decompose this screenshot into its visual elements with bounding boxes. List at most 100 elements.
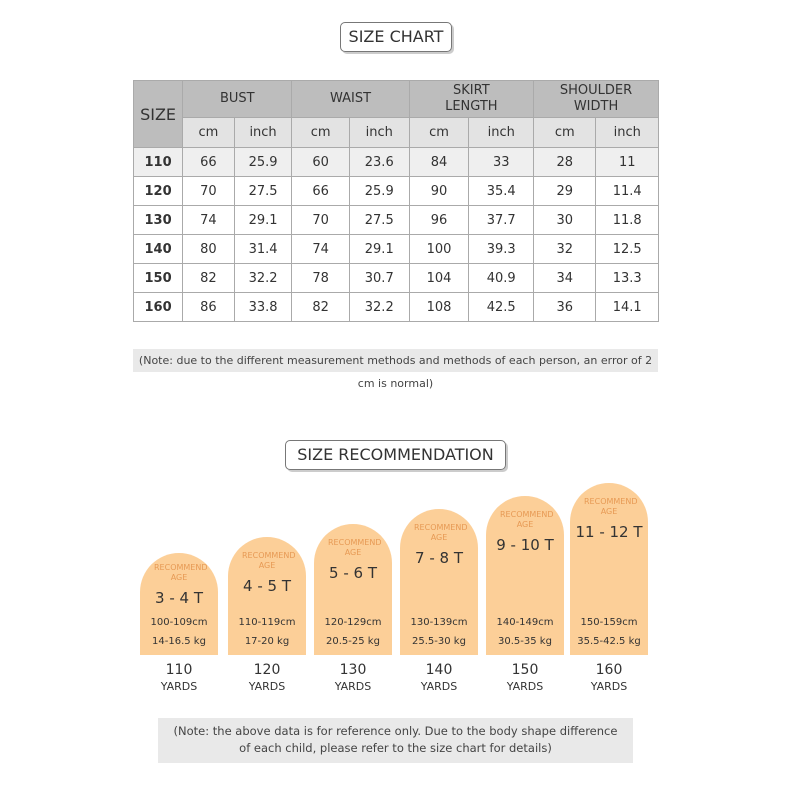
value-cell: 82 (182, 263, 235, 293)
data-row: 150 82 32.2 78 30.7 104 40.9 34 13.3 (132, 263, 659, 293)
weight-range: 30.5-35 kg (498, 636, 552, 647)
height-range: 150-159cm (580, 617, 638, 628)
data-row: 120 70 27.5 66 25.9 90 35.4 29 11.4 (132, 176, 659, 206)
recommendation-title: SIZE RECOMMENDATION (285, 440, 506, 470)
age: 7 - 8 T (415, 549, 463, 567)
data-row: 140 80 31.4 74 29.1 100 39.3 32 12.5 (132, 234, 659, 264)
value-cell: 70 (291, 205, 350, 235)
unit-header: inch (468, 117, 535, 148)
size-number: 120 (253, 662, 281, 678)
value-cell: 36 (533, 292, 597, 322)
size-unit: YARDS (334, 680, 372, 693)
size-unit: YARDS (590, 680, 628, 693)
value-cell: 82 (291, 292, 350, 322)
value-cell: 86 (182, 292, 235, 322)
value-cell: 31.4 (233, 234, 293, 264)
value-cell: 100 (408, 234, 470, 264)
spacer (140, 549, 218, 563)
recommend-label: RECOMMEND AGE (500, 510, 554, 529)
value-cell: 11.8 (595, 205, 659, 235)
value-cell: 80 (182, 234, 235, 264)
recommend-card: RECOMMEND AGE 11 - 12 T 150-159cm 35.5-42.5… (570, 483, 648, 655)
value-cell: 33.8 (233, 292, 293, 322)
data-row: 160 86 33.8 82 32.2 108 42.5 36 14.1 (132, 292, 659, 322)
size-unit: YARDS (420, 680, 458, 693)
data-row: 110 66 25.9 60 23.6 84 33 28 11 (132, 147, 659, 177)
value-cell: 13.3 (595, 263, 659, 293)
weight-range: 17-20 kg (244, 636, 290, 647)
weight-range: 20.5-25 kg (326, 636, 380, 647)
value-cell: 12.5 (595, 234, 659, 264)
size-number: 110 (165, 662, 193, 678)
size-cell: 120 (132, 176, 184, 206)
recommend-card: RECOMMEND AGE 5 - 6 T 120-129cm 20.5-25 kg (314, 524, 392, 655)
size-cell: 130 (132, 205, 184, 235)
recommend-card: RECOMMEND AGE 9 - 10 T 140-149cm 30.5-35 kg (486, 496, 564, 655)
spacer (400, 573, 478, 613)
size-unit: YARDS (248, 680, 286, 693)
recommend-card: RECOMMEND AGE 3 - 4 T 100-109cm 14-16.5 kg (140, 553, 218, 655)
value-cell: 34 (533, 263, 597, 293)
spacer (400, 509, 478, 523)
size-cell: 160 (132, 292, 184, 322)
value-cell: 23.6 (348, 147, 410, 177)
group-header: BUST (182, 80, 293, 118)
value-cell: 11 (595, 147, 659, 177)
height-range: 110-119cm (238, 617, 296, 628)
unit-header: cm (182, 117, 235, 148)
spacer (570, 547, 648, 613)
value-cell: 32.2 (233, 263, 293, 293)
age: 9 - 10 T (496, 536, 554, 554)
value-cell: 74 (291, 234, 350, 264)
group-header: SKIRT LENGTH (408, 80, 535, 118)
value-cell: 39.3 (468, 234, 535, 264)
height-range: 130-139cm (410, 617, 468, 628)
recommend-label: RECOMMEND AGE (154, 563, 208, 582)
age: 5 - 6 T (329, 564, 377, 582)
size-header: SIZE (132, 80, 184, 148)
weight-range: 14-16.5 kg (152, 636, 206, 647)
spacer (486, 496, 564, 510)
size-number: 140 (425, 662, 453, 678)
recommend-label: RECOMMEND AGE (414, 523, 468, 542)
size-chart-title: SIZE CHART (340, 22, 452, 52)
size-unit: YARDS (160, 680, 198, 693)
age: 11 - 12 T (575, 523, 643, 541)
value-cell: 96 (408, 205, 470, 235)
height-range: 120-129cm (324, 617, 382, 628)
age: 3 - 4 T (155, 589, 203, 607)
size-table: SIZE BUST WAIST SKIRT LENGTH SHOULDER WIDTH c… (132, 80, 659, 322)
value-cell: 35.4 (468, 176, 535, 206)
value-cell: 30 (533, 205, 597, 235)
size-unit: YARDS (506, 680, 544, 693)
age: 4 - 5 T (243, 577, 291, 595)
unit-header: inch (348, 117, 410, 148)
value-cell: 25.9 (233, 147, 293, 177)
value-cell: 32 (533, 234, 597, 264)
recommendation-note: (Note: the above data is for reference o… (158, 718, 633, 763)
value-cell: 74 (182, 205, 235, 235)
spacer (570, 483, 648, 497)
recommend-card: RECOMMEND AGE 4 - 5 T 110-119cm 17-20 kg (228, 537, 306, 655)
size-cell: 140 (132, 234, 184, 264)
value-cell: 66 (182, 147, 235, 177)
value-cell: 66 (291, 176, 350, 206)
value-cell: 90 (408, 176, 470, 206)
value-cell: 27.5 (233, 176, 293, 206)
size-number: 130 (339, 662, 367, 678)
group-header: WAIST (291, 80, 410, 118)
group-header: SHOULDER WIDTH (533, 80, 659, 118)
value-cell: 70 (182, 176, 235, 206)
recommend-label: RECOMMEND AGE (584, 497, 638, 516)
data-row: 130 74 29.1 70 27.5 96 37.7 30 11.8 (132, 205, 659, 235)
value-cell: 42.5 (468, 292, 535, 322)
unit-header: inch (233, 117, 293, 148)
value-cell: 60 (291, 147, 350, 177)
weight-range: 25.5-30 kg (412, 636, 466, 647)
unit-row: cm inch cm inch cm inch cm inch (133, 117, 659, 148)
value-cell: 84 (408, 147, 470, 177)
spacer (228, 601, 306, 613)
value-cell: 104 (408, 263, 470, 293)
size-number: 150 (511, 662, 539, 678)
value-cell: 32.2 (348, 292, 410, 322)
